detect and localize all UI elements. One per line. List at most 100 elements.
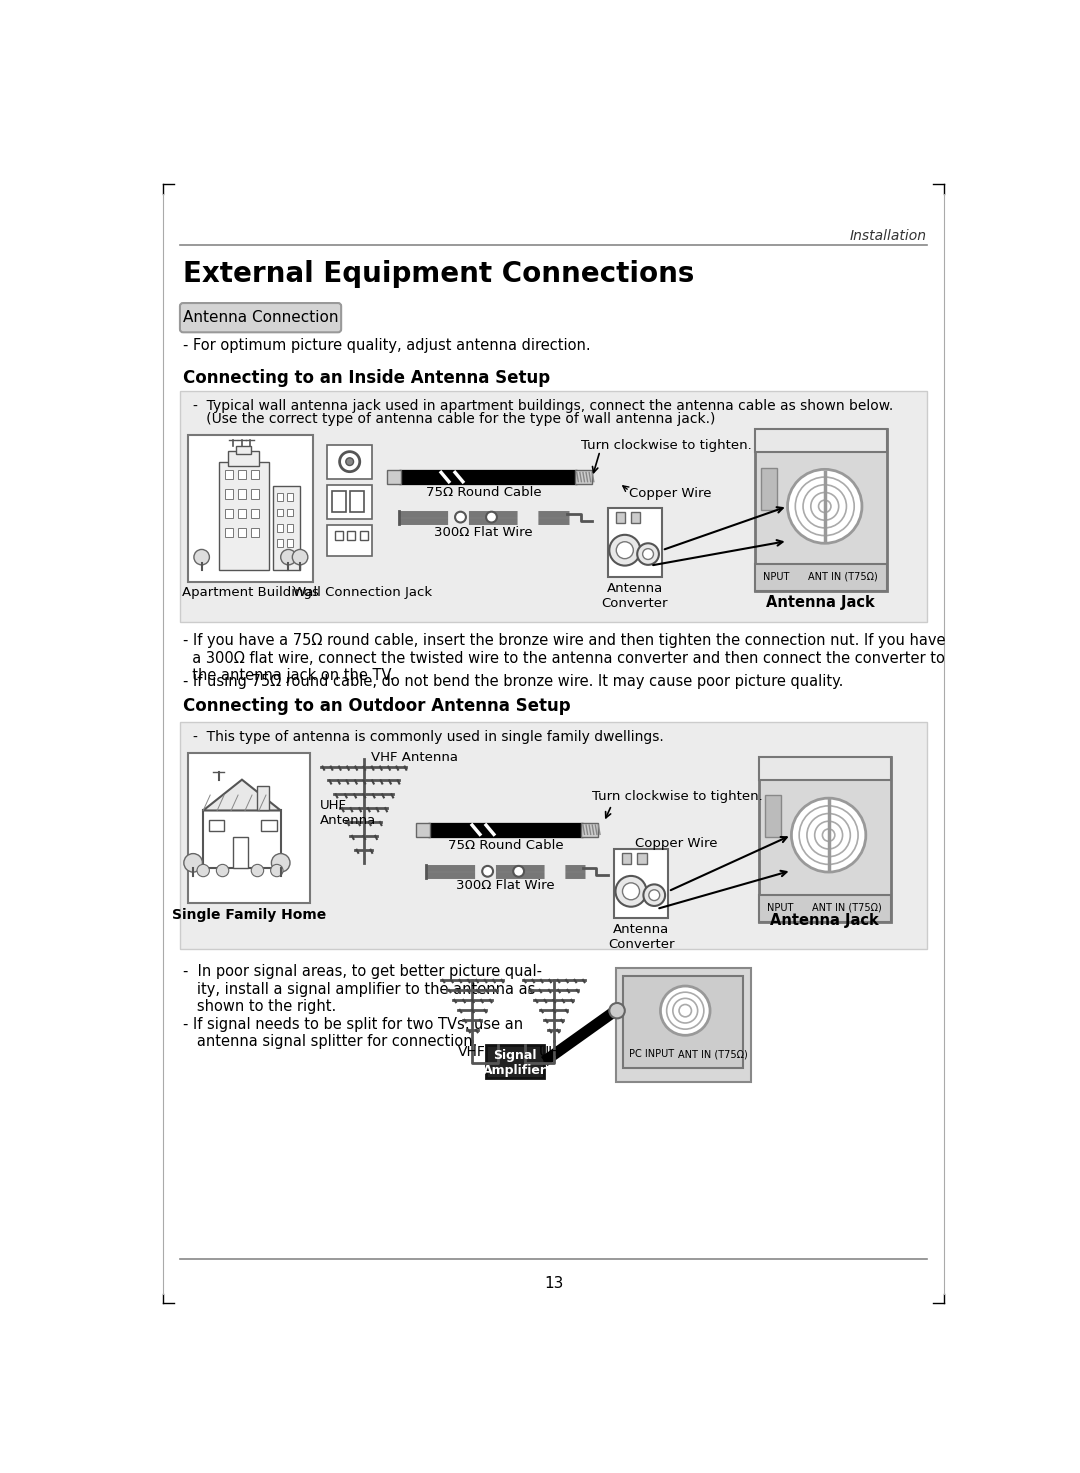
- Bar: [252, 489, 259, 499]
- Text: 300Ω Flat Wire: 300Ω Flat Wire: [456, 879, 555, 893]
- Bar: [225, 489, 232, 499]
- Text: ANT IN (Τ75Ω): ANT IN (Τ75Ω): [808, 572, 877, 582]
- Bar: [188, 753, 310, 903]
- Bar: [613, 848, 669, 918]
- Circle shape: [622, 882, 639, 900]
- Text: Antenna
Converter: Antenna Converter: [602, 582, 669, 610]
- Circle shape: [661, 985, 710, 1036]
- Bar: [208, 819, 225, 831]
- Bar: [616, 511, 625, 523]
- Bar: [755, 564, 887, 591]
- Bar: [360, 530, 367, 541]
- Bar: [581, 823, 598, 837]
- Circle shape: [644, 884, 665, 906]
- Bar: [327, 485, 373, 520]
- Circle shape: [513, 866, 524, 876]
- Bar: [623, 977, 743, 1068]
- Circle shape: [486, 511, 497, 523]
- Circle shape: [339, 452, 360, 471]
- Bar: [759, 757, 891, 779]
- Circle shape: [271, 853, 291, 872]
- Polygon shape: [203, 779, 281, 810]
- Circle shape: [616, 876, 647, 907]
- Text: NPUT: NPUT: [762, 572, 789, 582]
- Bar: [188, 436, 313, 582]
- Text: UHF
Antenna: UHF Antenna: [320, 798, 376, 826]
- Bar: [765, 795, 781, 838]
- Bar: [225, 527, 232, 538]
- Circle shape: [197, 865, 210, 876]
- Bar: [257, 785, 269, 810]
- Bar: [637, 853, 647, 865]
- Bar: [327, 445, 373, 479]
- Bar: [576, 470, 592, 485]
- Bar: [252, 470, 259, 479]
- Text: - If you have a 75Ω round cable, insert the bronze wire and then tighten the con: - If you have a 75Ω round cable, insert …: [183, 633, 946, 683]
- Bar: [335, 530, 342, 541]
- Circle shape: [637, 544, 659, 564]
- Bar: [238, 489, 246, 499]
- Circle shape: [252, 865, 264, 876]
- Circle shape: [482, 866, 494, 876]
- Text: PC INPUT: PC INPUT: [630, 1049, 675, 1059]
- Bar: [225, 470, 232, 479]
- Circle shape: [643, 548, 653, 560]
- Bar: [622, 853, 631, 865]
- Circle shape: [281, 549, 296, 564]
- Text: Turn clockwise to tighten.: Turn clockwise to tighten.: [592, 790, 762, 803]
- Bar: [238, 527, 246, 538]
- Bar: [235, 446, 252, 454]
- Text: 300Ω Flat Wire: 300Ω Flat Wire: [434, 526, 534, 539]
- Bar: [180, 390, 927, 622]
- Bar: [761, 468, 777, 510]
- Bar: [218, 463, 269, 570]
- Text: Antenna Connection: Antenna Connection: [183, 311, 338, 326]
- Bar: [225, 508, 232, 518]
- Text: VHF Antenna: VHF Antenna: [372, 751, 458, 764]
- Bar: [631, 511, 640, 523]
- Bar: [755, 429, 887, 591]
- Bar: [759, 757, 891, 922]
- Text: Connecting to an Inside Antenna Setup: Connecting to an Inside Antenna Setup: [183, 370, 550, 387]
- Bar: [203, 810, 281, 868]
- Bar: [287, 493, 293, 501]
- Text: Antenna Jack: Antenna Jack: [767, 595, 875, 610]
- Bar: [608, 508, 662, 577]
- Text: Apartment Buildings: Apartment Buildings: [183, 586, 319, 600]
- Bar: [261, 819, 276, 831]
- Bar: [273, 486, 300, 570]
- Circle shape: [293, 549, 308, 564]
- Circle shape: [792, 798, 866, 872]
- Bar: [276, 508, 283, 517]
- Text: (Use the correct type of antenna cable for the type of wall antenna jack.): (Use the correct type of antenna cable f…: [193, 412, 715, 426]
- Bar: [287, 539, 293, 546]
- Circle shape: [649, 890, 660, 900]
- Circle shape: [455, 511, 465, 523]
- Bar: [327, 524, 373, 555]
- Text: - For optimum picture quality, adjust antenna direction.: - For optimum picture quality, adjust an…: [183, 339, 591, 354]
- Circle shape: [271, 865, 283, 876]
- Text: Connecting to an Outdoor Antenna Setup: Connecting to an Outdoor Antenna Setup: [183, 697, 570, 716]
- Bar: [348, 530, 355, 541]
- Bar: [387, 470, 401, 485]
- Text: -  In poor signal areas, to get better picture qual-
   ity, install a signal am: - In poor signal areas, to get better pi…: [183, 965, 542, 1015]
- Bar: [332, 491, 346, 513]
- Text: - If using 75Ω round cable, do not bend the bronze wire. It may cause poor pictu: - If using 75Ω round cable, do not bend …: [183, 675, 843, 689]
- Text: External Equipment Connections: External Equipment Connections: [183, 259, 694, 287]
- Text: Antenna Jack: Antenna Jack: [770, 913, 879, 928]
- Bar: [486, 1046, 544, 1078]
- Text: VHF: VHF: [458, 1044, 486, 1059]
- Text: -  Typical wall antenna jack used in apartment buildings, connect the antenna ca: - Typical wall antenna jack used in apar…: [193, 399, 893, 412]
- Text: Installation: Installation: [850, 230, 927, 243]
- Bar: [228, 451, 259, 467]
- Text: UHF: UHF: [539, 1044, 568, 1059]
- Bar: [180, 722, 927, 949]
- Text: ANT IN (Τ75Ω): ANT IN (Τ75Ω): [677, 1049, 747, 1059]
- Bar: [287, 508, 293, 517]
- Circle shape: [184, 853, 202, 872]
- Text: Copper Wire: Copper Wire: [630, 488, 712, 499]
- Bar: [276, 539, 283, 546]
- Bar: [276, 524, 283, 532]
- Circle shape: [609, 535, 640, 566]
- Bar: [759, 896, 891, 922]
